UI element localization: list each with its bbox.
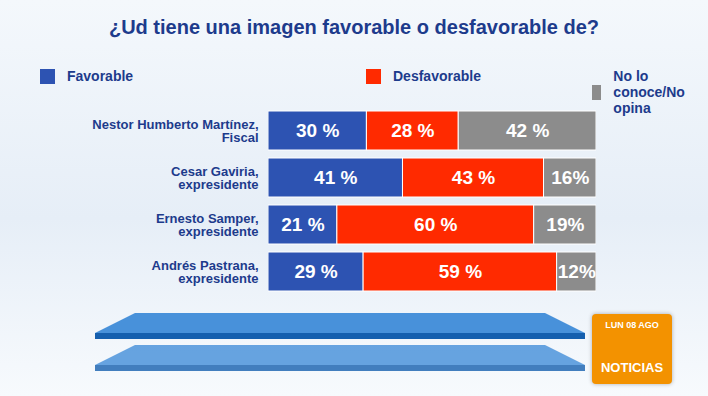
- svg-text:59 %: 59 %: [439, 261, 482, 282]
- html-text:LUN 08 AGO: LUN 08 AGO: [605, 320, 659, 330]
- svg-text:Ernesto Samper,expresidente: Ernesto Samper,expresidente: [156, 211, 259, 239]
- svg-text:Andrés Pastrana,expresidente: Andrés Pastrana,expresidente: [152, 258, 259, 286]
- svg-text:Nestor Humberto Martínez,Fisca: Nestor Humberto Martínez,Fiscal: [92, 117, 258, 145]
- svg-text:12%: 12%: [558, 261, 596, 282]
- svg-text:42 %: 42 %: [506, 120, 549, 141]
- html-text:Favorable: Favorable: [67, 68, 134, 84]
- svg-text:Cesar Gaviria,expresidente: Cesar Gaviria,expresidente: [171, 164, 258, 192]
- svg-text:28 %: 28 %: [391, 120, 434, 141]
- svg-text:30 %: 30 %: [296, 120, 339, 141]
- html-text:NOTICIAS: NOTICIAS: [600, 360, 664, 375]
- svg-text:19%: 19%: [546, 214, 584, 235]
- svg-text:21 %: 21 %: [281, 214, 324, 235]
- svg-text:41 %: 41 %: [314, 167, 357, 188]
- svg-text:29 %: 29 %: [294, 261, 337, 282]
- svg-text:60 %: 60 %: [414, 214, 457, 235]
- html-text:¿Ud tiene una imagen favorable: ¿Ud tiene una imagen favorable o desfavo…: [108, 16, 600, 38]
- html-text:Desfavorable: Desfavorable: [393, 68, 481, 84]
- html-text:No lo conoce/No opina: No lo conoce/No opina: [613, 68, 685, 116]
- svg-text:43 %: 43 %: [452, 167, 495, 188]
- svg-text:16%: 16%: [551, 167, 589, 188]
